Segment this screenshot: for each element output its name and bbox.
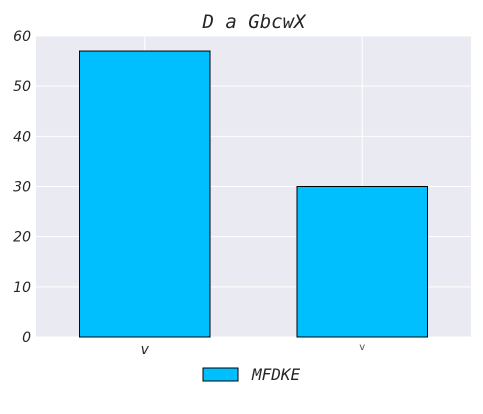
x-tick-label: v (141, 342, 150, 358)
y-tick-label: 10 (13, 280, 31, 296)
y-tick-label: 20 (13, 230, 31, 246)
bar (79, 50, 211, 338)
legend-swatch (202, 367, 239, 382)
legend-label: MFDKE (251, 365, 301, 384)
y-tick-label: 40 (13, 129, 31, 145)
bars (79, 50, 428, 338)
bar (296, 186, 428, 338)
y-tick-label: 30 (13, 180, 31, 196)
x-tick-label: v (359, 342, 365, 353)
y-tick-label: 50 (13, 79, 31, 95)
legend: MFDKE (202, 365, 301, 384)
chart-title: D a GbcwX (202, 11, 308, 33)
y-tick-label: 0 (22, 330, 31, 346)
y-tick-label: 60 (13, 29, 31, 45)
y-axis-ticks: 0 10 20 30 40 50 60 (13, 29, 31, 346)
